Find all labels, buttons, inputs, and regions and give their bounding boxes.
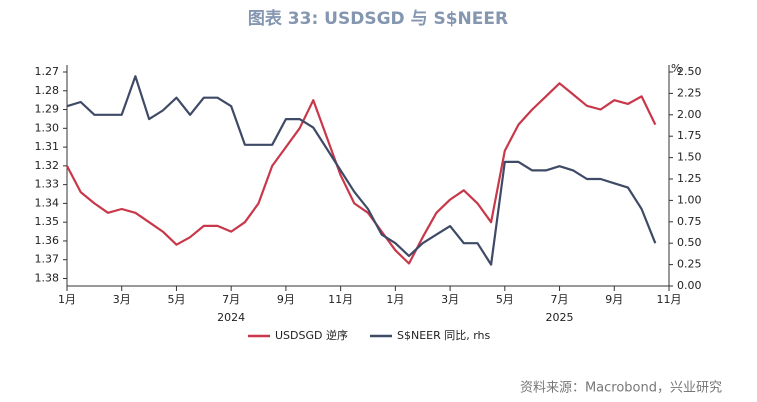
x-tick-label: 5月 <box>167 293 185 306</box>
x-tick-label: 7月 <box>551 293 569 306</box>
series-line <box>66 82 657 265</box>
x-tick-label: 3月 <box>441 293 459 306</box>
chart-title: 图表 33: USDSGD 与 S$NEER <box>248 8 508 29</box>
x-tick-label: 7月 <box>222 293 240 306</box>
y2-tick-label: 0.25 <box>677 258 702 271</box>
y-tick-label: 1.36 <box>35 234 60 247</box>
source: 资料来源：Macrobond，兴业研究 <box>520 381 722 396</box>
x-tick-label: 1月 <box>386 293 404 306</box>
legend-label: USDSGD 逆序 <box>275 328 348 342</box>
x-tick-label: 3月 <box>113 293 131 306</box>
y2-tick-label: 1.00 <box>677 193 702 206</box>
legend-label: S$NEER 同比, rhs <box>397 329 491 342</box>
y-tick-label: 1.31 <box>35 140 60 153</box>
series-line <box>66 75 657 266</box>
y2-tick-label: 2.50 <box>677 65 702 78</box>
x-tick-label: 11月 <box>657 293 682 306</box>
y2-tick-label: 2.00 <box>677 108 702 121</box>
y2-tick-label: 2.25 <box>677 86 702 99</box>
y-tick-label: 1.27 <box>35 65 60 78</box>
y-tick-label: 1.30 <box>35 121 60 134</box>
y-tick-label: 1.32 <box>35 159 60 172</box>
y-tick-label: 1.28 <box>35 84 60 97</box>
y-tick-label: 1.29 <box>35 103 60 116</box>
y-tick-label: 1.37 <box>35 253 60 266</box>
x-tick-label: 5月 <box>496 293 514 306</box>
y2-tick-label: 0.50 <box>677 236 702 249</box>
y2-tick-label: 1.25 <box>677 172 702 185</box>
y2-tick-label: 1.75 <box>677 129 702 142</box>
x-tick-label: 1月 <box>58 293 76 306</box>
x-tick-label: 9月 <box>277 293 295 306</box>
y-tick-label: 1.35 <box>35 215 60 228</box>
y2-tick-label: 0.00 <box>677 279 702 292</box>
y2-unit: % <box>671 62 681 75</box>
y-tick-label: 1.33 <box>35 178 60 191</box>
y-tick-label: 1.38 <box>35 271 60 284</box>
x-group-label: 2025 <box>546 311 574 324</box>
y-tick-label: 1.34 <box>35 196 60 209</box>
x-tick-label: 11月 <box>328 293 353 306</box>
x-group-label: 2024 <box>217 311 245 324</box>
y2-tick-label: 1.50 <box>677 151 702 164</box>
y2-tick-label: 0.75 <box>677 215 702 228</box>
x-tick-label: 9月 <box>605 293 623 306</box>
